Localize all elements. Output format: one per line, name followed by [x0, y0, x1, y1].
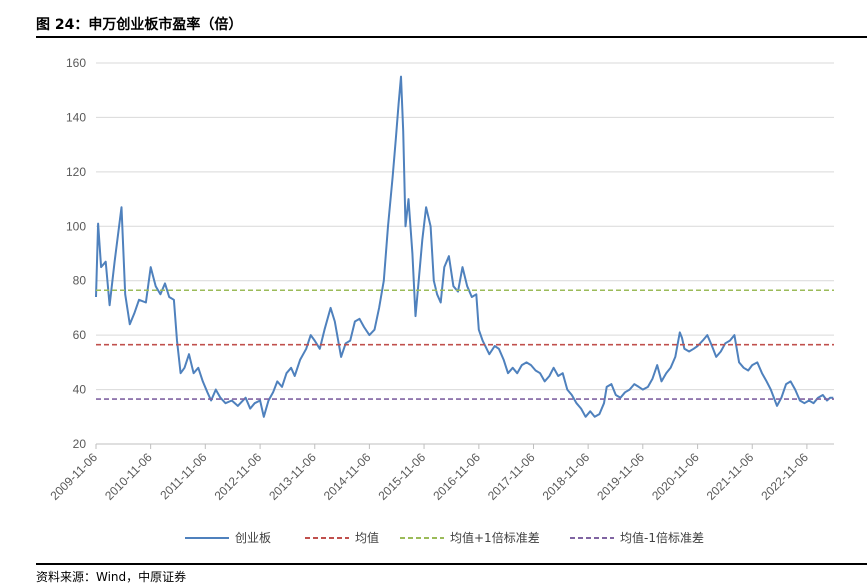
y-tick-label: 100 — [66, 219, 86, 233]
source-note: 资料来源：Wind，中原证券 — [36, 570, 187, 584]
pe-line-chart: 20 40 60 80 100 120 140 160 2009-11-06 2010-11-0… — [47, 56, 834, 545]
x-tick-label: 2017-11-06 — [485, 450, 538, 503]
legend-label: 均值+1倍标准差 — [450, 530, 540, 545]
x-tick-label: 2020-11-06 — [649, 450, 702, 503]
legend: 创业板 均值 均值+1倍标准差 均值-1倍标准差 — [185, 530, 704, 545]
gridlines — [96, 62, 834, 445]
x-tick-label: 2015-11-06 — [375, 450, 428, 503]
x-tick-label: 2014-11-06 — [321, 450, 374, 503]
y-tick-label: 80 — [73, 274, 87, 288]
y-tick-label: 60 — [73, 328, 87, 342]
y-tick-label: 140 — [66, 110, 86, 124]
y-axis: 20 40 60 80 100 120 140 160 — [66, 56, 86, 451]
x-tick-label: 2013-11-06 — [266, 450, 319, 503]
y-tick-label: 40 — [73, 383, 87, 397]
x-axis: 2009-11-06 2010-11-06 2011-11-06 2012-11-06… — [47, 443, 834, 503]
figure-title: 图 24：申万创业板市盈率（倍） — [36, 17, 243, 33]
x-tick-label: 2010-11-06 — [102, 450, 155, 503]
top-rule — [36, 36, 867, 38]
x-tick-label: 2019-11-06 — [594, 450, 647, 503]
legend-label: 均值 — [355, 530, 379, 545]
bottom-rule — [36, 563, 867, 565]
series-line-pe — [95, 75, 834, 418]
x-tick-label: 2021-11-06 — [704, 450, 757, 503]
y-tick-label: 120 — [66, 165, 86, 179]
x-tick-label: 2009-11-06 — [47, 450, 100, 503]
series-lines — [95, 75, 834, 418]
x-tick-label: 2022-11-06 — [758, 450, 811, 503]
x-tick-label: 2012-11-06 — [212, 450, 265, 503]
x-tick-label: 2018-11-06 — [540, 450, 593, 503]
x-tick-label: 2011-11-06 — [157, 450, 209, 502]
y-tick-label: 20 — [73, 437, 87, 451]
legend-label: 均值-1倍标准差 — [620, 530, 704, 545]
x-tick-label: 2016-11-06 — [430, 450, 483, 503]
y-tick-label: 160 — [66, 56, 86, 70]
legend-label: 创业板 — [235, 531, 271, 545]
